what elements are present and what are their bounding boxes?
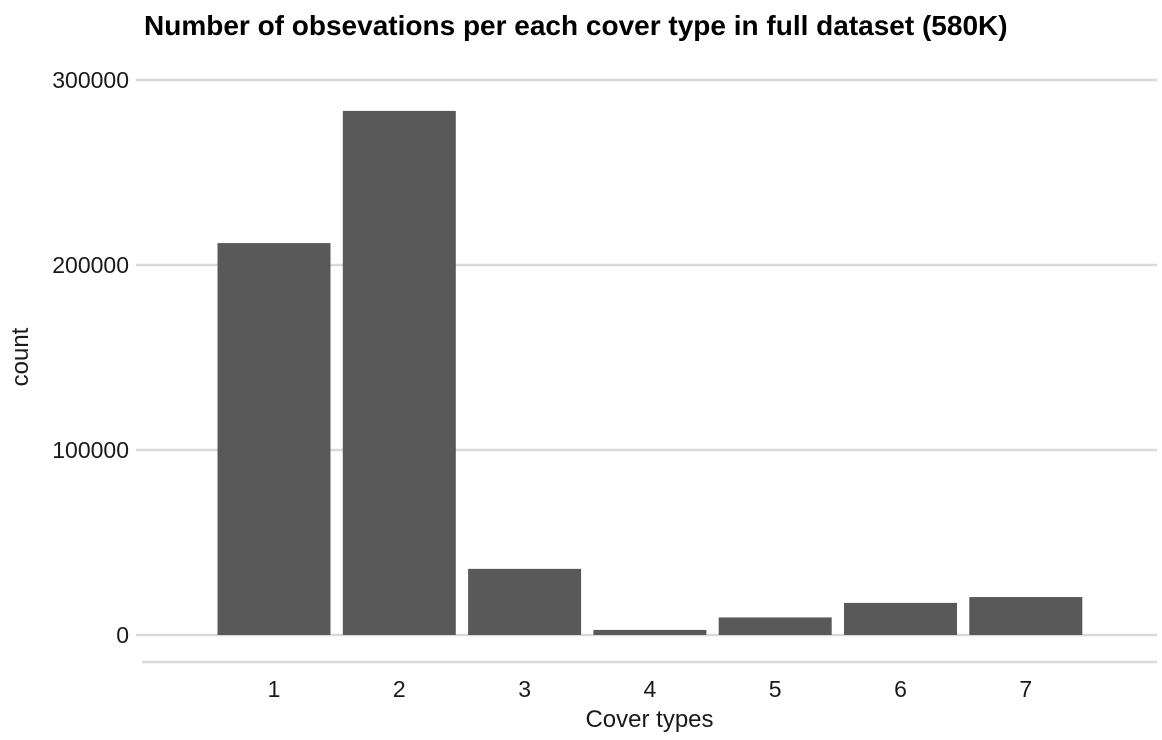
x-tick-label: 2 (393, 676, 406, 702)
bar-6 (844, 602, 957, 635)
y-tick-label: 300000 (52, 67, 129, 93)
y-tick-label: 200000 (52, 252, 129, 278)
x-tick-label: 5 (769, 676, 782, 702)
x-tick-label: 1 (268, 676, 281, 702)
x-tick-label: 7 (1019, 676, 1032, 702)
x-tick-label: 6 (894, 676, 907, 702)
bar-2 (342, 110, 456, 636)
x-tick-labels: 1 2 3 4 5 6 7 (268, 676, 1033, 702)
x-tick-label: 3 (518, 676, 531, 702)
bar-4 (593, 629, 707, 635)
y-tick-label: 0 (116, 622, 129, 648)
y-tick-label: 100000 (52, 437, 129, 463)
y-tick-labels: 0 100000 200000 300000 (52, 67, 129, 648)
bar-5 (718, 617, 832, 635)
chart-title: Number of obsevations per each cover typ… (144, 10, 1008, 41)
bars (217, 110, 1083, 636)
x-tick-label: 4 (644, 676, 657, 702)
y-axis-label: count (7, 327, 34, 386)
x-axis-label: Cover types (585, 706, 713, 733)
bar-3 (468, 568, 582, 635)
bar-1 (217, 243, 331, 635)
bar-7 (969, 597, 1083, 635)
